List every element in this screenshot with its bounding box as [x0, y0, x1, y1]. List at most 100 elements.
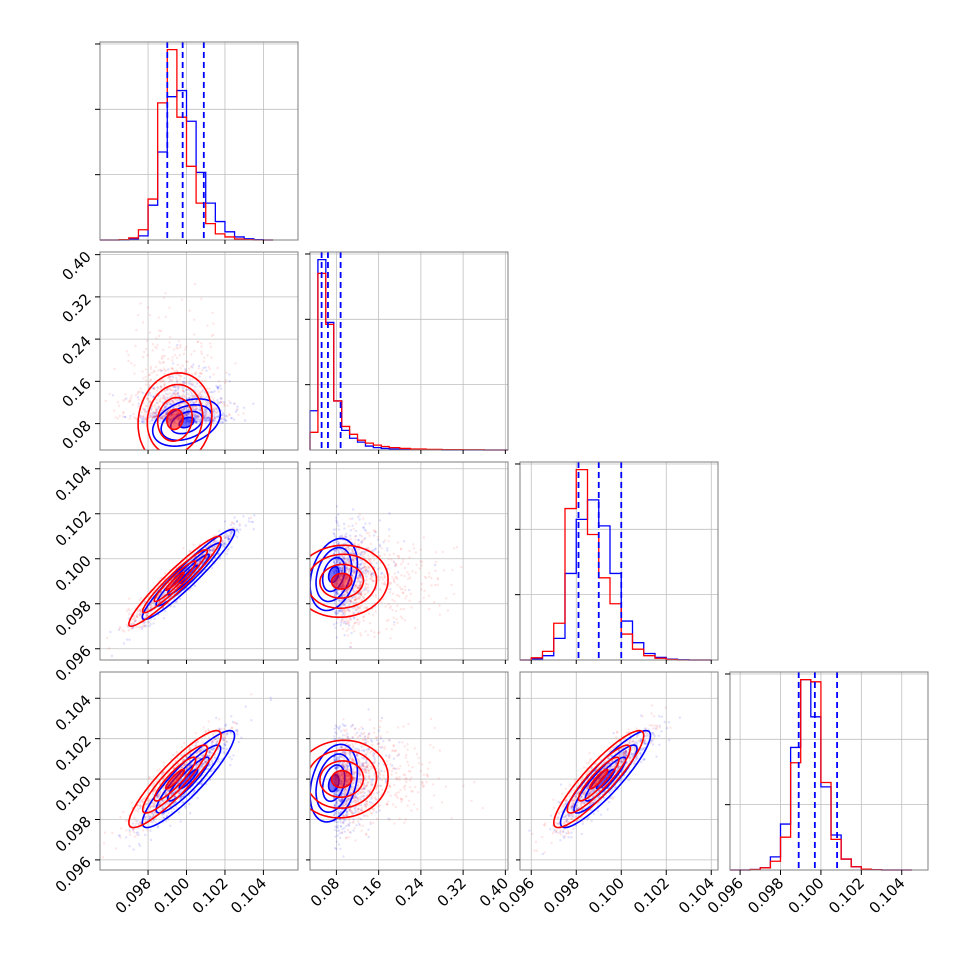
scatter-point-red: [151, 343, 155, 346]
scatter-point-blue: [374, 547, 377, 550]
scatter-point-red: [156, 344, 159, 347]
scatter-point-red: [363, 562, 366, 565]
scatter-point-red: [197, 415, 200, 418]
scatter-point-red: [342, 608, 345, 611]
scatter-point-red: [420, 564, 423, 567]
scatter-point-red: [210, 395, 213, 398]
scatter-point-blue: [397, 571, 400, 574]
scatter-point-blue: [360, 551, 363, 554]
scatter-point-blue: [194, 420, 198, 423]
scatter-point-blue: [351, 517, 354, 520]
scatter-point-red: [166, 410, 169, 413]
scatter-point-blue: [335, 560, 339, 564]
scatter-point-red: [434, 561, 438, 564]
density-contours: [128, 528, 236, 628]
scatter-point-blue: [149, 623, 152, 626]
scatter-point-blue: [147, 815, 151, 818]
scatter-point-red: [137, 405, 140, 408]
scatter-point-blue: [171, 400, 174, 403]
scatter-point-blue: [364, 529, 368, 532]
scatter-point-blue: [204, 418, 207, 422]
scatter-point-red: [348, 517, 352, 521]
scatter-point-blue: [338, 609, 341, 612]
scatter-point-blue: [169, 375, 172, 378]
scatter-point-blue: [378, 543, 381, 547]
scatter-point-red: [353, 535, 357, 538]
scatter-point-red: [345, 629, 348, 632]
scatter-point-blue: [216, 415, 219, 419]
scatter-point-red: [343, 609, 347, 612]
scatter-point-red: [129, 398, 132, 402]
scatter-point-red: [347, 570, 351, 574]
scatter-point-red: [181, 364, 184, 367]
scatter-point-blue: [353, 611, 356, 615]
scatter-point-red: [156, 386, 160, 389]
scatter-point-red: [163, 390, 166, 393]
scatter-point-blue: [182, 408, 186, 411]
scatter-point-red: [350, 600, 353, 603]
scatter-point-blue: [334, 600, 337, 603]
scatter-point-red: [371, 594, 374, 597]
scatter-point-blue: [372, 534, 376, 537]
scatter-point-blue: [212, 549, 215, 552]
scatter-point-red: [190, 383, 193, 387]
scatter-point-red: [223, 381, 227, 385]
histogram-series-red: [520, 468, 712, 661]
scatter-point-blue: [205, 416, 209, 420]
scatter-point-red: [215, 407, 218, 411]
scatter-point-blue: [222, 542, 226, 545]
scatter-point-red: [171, 399, 174, 403]
scatter-point-red: [134, 417, 137, 420]
scatter-point-red: [357, 543, 360, 546]
scatter-point-blue: [359, 563, 363, 566]
scatter-point-red: [196, 340, 200, 343]
scatter-point-blue: [213, 757, 217, 760]
scatter-point-red: [146, 306, 150, 309]
scatter-point-blue: [337, 528, 341, 531]
scatter-point-blue: [187, 396, 191, 400]
scatter-point-red: [362, 616, 365, 619]
scatter-point-red: [407, 562, 410, 566]
scatter-point-blue: [196, 414, 199, 418]
scatter-point-red: [217, 390, 220, 393]
scatter-point-blue: [217, 386, 220, 389]
scatter-point-red: [436, 583, 439, 586]
scatter-point-red: [372, 555, 375, 558]
scatter-point-blue: [335, 520, 338, 523]
scatter-point-blue: [394, 564, 397, 568]
scatter-point-blue: [169, 824, 172, 827]
scatter-point-red: [347, 561, 350, 564]
scatter-point-blue: [211, 550, 215, 553]
scatter-point-red: [194, 400, 198, 403]
scatter-point-red: [142, 625, 145, 628]
scatter-point-blue: [225, 533, 228, 536]
scatter-point-blue: [179, 820, 182, 823]
scatter-point-red: [162, 383, 166, 387]
scatter-point-red: [346, 562, 350, 565]
scatter-point-red: [360, 604, 363, 607]
scatter-point-red: [112, 409, 116, 412]
scatter-point-blue: [224, 418, 227, 422]
scatter-point-blue: [202, 762, 205, 765]
scatter-point-blue: [340, 618, 343, 622]
scatter-point-blue: [144, 624, 147, 627]
scatter-point-blue: [194, 418, 198, 422]
scatter-point-red: [377, 631, 380, 635]
scatter-point-red: [159, 416, 163, 420]
scatter-point-red: [341, 555, 344, 558]
scatter-point-blue: [208, 405, 211, 408]
scatter-point-red: [408, 556, 411, 559]
scatter-point-red: [172, 348, 176, 351]
scatter-point-red: [438, 604, 441, 607]
scatter-point-blue: [237, 531, 240, 534]
scatter-point-blue: [205, 760, 208, 763]
scatter-point-red: [123, 398, 127, 401]
scatter-point-red: [184, 370, 187, 373]
scatter-point-red: [341, 604, 344, 607]
scatter-point-red: [192, 543, 195, 546]
scatter-point-blue: [187, 413, 191, 416]
histogram-panel-3: [729, 671, 929, 871]
scatter-point-red: [212, 540, 216, 543]
scatter-point-blue: [250, 520, 253, 523]
scatter-point-red: [114, 416, 117, 419]
